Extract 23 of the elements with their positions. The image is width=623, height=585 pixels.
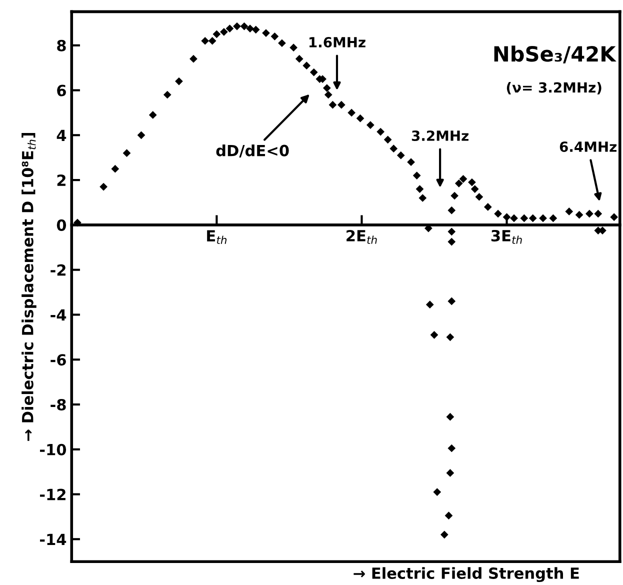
x-tick-label: 3E$_{th}$: [491, 230, 522, 244]
annotation: dD/dE<0: [216, 144, 289, 158]
y-tick-label: -8: [50, 398, 66, 411]
annotation: NbSe₃/42K: [494, 46, 616, 64]
y-tick-label: 8: [57, 40, 66, 52]
annotation: (ν= 3.2MHz): [506, 82, 602, 94]
annotation: 3.2MHz: [412, 130, 468, 141]
y-tick-label: -4: [50, 309, 66, 321]
x-tick-label: E$_{th}$: [207, 230, 227, 244]
annotation: 6.4MHz: [560, 141, 616, 152]
y-tick-label: -12: [40, 488, 66, 500]
annotation: 1.6MHz: [309, 37, 366, 48]
y-tick-label: -6: [50, 354, 66, 366]
y-tick-label: 0: [56, 219, 66, 231]
y-tick-label: -2: [50, 264, 66, 276]
y-tick-label: 6: [57, 84, 66, 96]
x-tick-label: 2E$_{th}$: [346, 230, 377, 244]
y-tick-label: -14: [40, 534, 66, 545]
x-axis-title: → Electric Field Strength E: [354, 567, 579, 582]
y-tick-label: -10: [40, 444, 66, 456]
y-tick-label: 4: [56, 130, 66, 141]
y-tick-label: 2: [57, 174, 66, 186]
y-axis-title: → Dielectric Displacement D [10⁸E$_{th}$]: [22, 132, 36, 441]
